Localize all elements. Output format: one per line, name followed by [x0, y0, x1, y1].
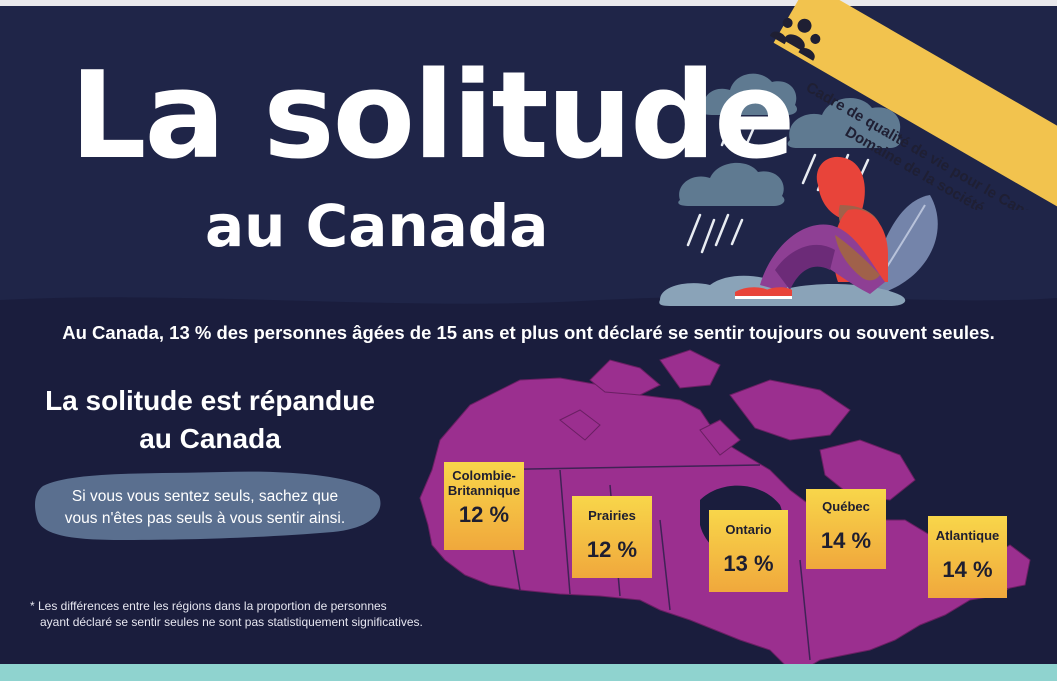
page-subtitle: au Canada	[205, 192, 549, 260]
cloud-icon	[787, 98, 901, 148]
region-name: Atlantique	[935, 528, 1000, 543]
section-title: La solitude est répandue au Canada	[40, 382, 380, 458]
region-value: 13 %	[723, 551, 774, 576]
page-title: La solitude	[70, 47, 795, 186]
people-group-icon	[770, 17, 821, 61]
region-box-ontario: Ontario 13 %	[709, 510, 788, 592]
headline-statistic: Au Canada, 13 % des personnes âgées de 1…	[62, 322, 995, 343]
top-border	[0, 0, 1057, 6]
footnote-line-2: ayant déclaré se sentir seules ne sont p…	[40, 615, 423, 629]
region-name: Ontario	[725, 522, 772, 537]
region-name: Prairies	[588, 508, 636, 523]
cloud-icon	[702, 73, 798, 115]
region-box-bc: Colombie- Britannique 12 %	[444, 462, 524, 550]
region-value: 12 %	[586, 537, 638, 562]
region-value: 12 %	[458, 502, 510, 527]
region-name: Colombie- Britannique	[447, 468, 521, 498]
cloud-icon	[678, 162, 785, 206]
section-title-line-2: au Canada	[139, 423, 281, 454]
bubble-line-2: vous n'êtes pas seuls à vous sentir ains…	[64, 510, 346, 527]
region-name: Québec	[822, 499, 870, 514]
region-box-quebec: Québec 14 %	[806, 489, 886, 569]
section-title-line-1: La solitude est répandue	[45, 385, 375, 416]
message-bubble	[35, 471, 381, 540]
region-value: 14 %	[820, 528, 872, 553]
bottom-band	[0, 664, 1057, 681]
bubble-text: Si vous vous sentez seuls, sachez que vo…	[45, 486, 365, 530]
region-value: 14 %	[942, 557, 993, 582]
region-box-atlantic: Atlantique 14 %	[928, 516, 1007, 598]
person-figure	[735, 156, 888, 299]
region-box-prairies: Prairies 12 %	[572, 496, 652, 578]
bubble-line-1: Si vous vous sentez seuls, sachez que	[71, 488, 339, 505]
footnote: * Les différences entre les régions dans…	[30, 598, 500, 630]
footnote-line-1: * Les différences entre les régions dans…	[30, 599, 387, 613]
